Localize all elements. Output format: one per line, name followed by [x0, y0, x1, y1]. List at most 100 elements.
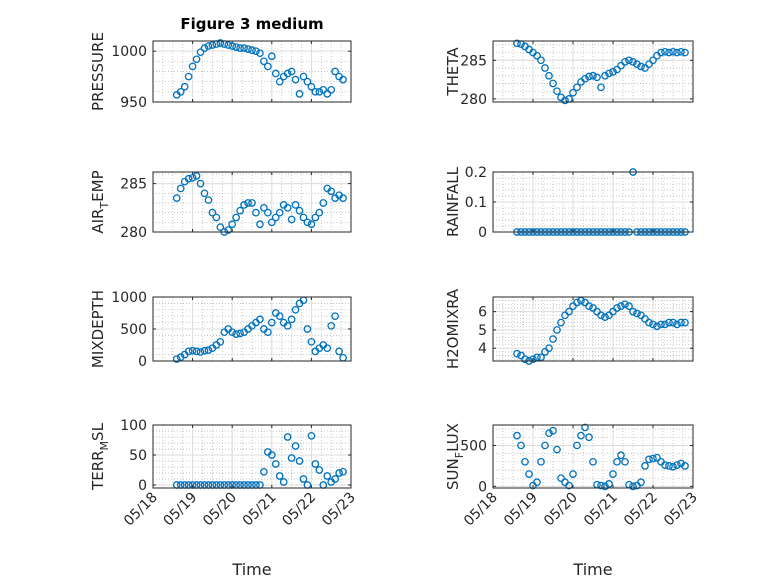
data-point	[188, 173, 197, 182]
data-point	[665, 318, 673, 327]
data-point	[597, 481, 605, 490]
data-point	[256, 220, 264, 229]
data-point	[617, 302, 625, 310]
y-tick-label: 100	[120, 418, 147, 434]
data-point	[204, 346, 213, 354]
data-point	[172, 355, 181, 363]
data-point	[307, 82, 316, 91]
data-point	[637, 478, 645, 487]
data-point	[573, 298, 581, 307]
data-point	[283, 203, 292, 212]
data-point	[593, 73, 601, 82]
data-point	[267, 218, 276, 227]
data-point	[271, 213, 280, 222]
data-point	[200, 44, 209, 52]
data-point	[565, 307, 573, 316]
y-tick-label: 6	[478, 305, 487, 321]
data-point	[661, 320, 669, 329]
data-point	[537, 457, 545, 466]
data-point	[533, 51, 541, 60]
data-point	[673, 461, 681, 469]
data-point	[216, 39, 225, 47]
data-point	[256, 315, 264, 324]
data-point	[625, 56, 633, 65]
y-axis-label: SUNFLUX	[444, 423, 466, 490]
y-axis-label: AIRTEMP	[89, 170, 111, 233]
data-point	[208, 208, 217, 217]
data-point	[513, 39, 521, 48]
y-label-rest: SL	[89, 422, 107, 441]
y-tick-label: 285	[120, 177, 147, 193]
data-point	[287, 315, 296, 324]
data-point	[513, 349, 521, 358]
y-label-main: RAINFALL	[444, 166, 462, 237]
axes-box	[492, 40, 694, 103]
data-point	[216, 337, 225, 346]
data-point	[669, 318, 677, 327]
data-point	[665, 462, 673, 470]
data-point	[681, 462, 689, 470]
data-point	[661, 47, 669, 56]
data-point	[661, 461, 669, 469]
data-point	[597, 311, 605, 320]
data-point	[641, 462, 649, 470]
data-point	[557, 474, 565, 483]
data-point	[216, 223, 225, 232]
data-point	[184, 72, 193, 81]
data-point	[263, 62, 272, 71]
data-point	[323, 472, 332, 480]
data-point	[641, 64, 649, 72]
data-point	[521, 355, 529, 364]
y-tick-label: 4	[478, 341, 487, 357]
data-point	[256, 49, 264, 58]
x-tick-label: 05/20	[541, 490, 581, 530]
data-point	[657, 320, 665, 329]
y-tick-label: 1000	[111, 290, 147, 306]
data-point	[299, 213, 308, 222]
data-point	[645, 455, 653, 464]
y-label-main: MIXDEPTH	[89, 290, 107, 368]
axes-box	[492, 171, 694, 233]
data-point	[283, 433, 292, 441]
data-point	[525, 470, 533, 478]
data-point	[240, 201, 248, 209]
data-point	[613, 457, 621, 466]
data-point	[601, 313, 609, 321]
data-point	[533, 478, 541, 487]
data-point	[252, 208, 260, 217]
data-point	[252, 47, 260, 56]
data-point	[605, 311, 613, 320]
data-point	[621, 457, 629, 466]
y-axis-label: THETA	[444, 47, 462, 97]
y-label-subscript: F	[453, 452, 466, 458]
data-point	[677, 47, 685, 56]
data-point	[188, 346, 197, 355]
data-point	[645, 318, 653, 327]
data-point	[263, 328, 272, 337]
axes-box	[152, 296, 352, 362]
data-point	[307, 431, 316, 440]
data-point	[232, 330, 241, 338]
data-point	[653, 322, 661, 331]
x-tick-label: 05/19	[501, 490, 541, 530]
data-point	[192, 55, 201, 64]
data-point	[271, 460, 280, 468]
data-point	[311, 213, 320, 222]
data-point	[645, 60, 653, 69]
data-point	[617, 61, 625, 70]
data-point	[339, 194, 347, 202]
data-point	[260, 57, 268, 66]
y-tick-label: 0.2	[465, 165, 487, 181]
y-tick-label: 285	[460, 53, 487, 69]
data-point	[573, 83, 581, 92]
data-point	[248, 199, 256, 207]
data-point	[565, 481, 573, 490]
data-point	[569, 470, 577, 478]
data-point	[331, 312, 340, 321]
y-label-main: H2OMIXRA	[444, 288, 462, 369]
y-label-rest: LUX	[444, 423, 462, 452]
x-tick-label: 05/21	[581, 490, 621, 530]
data-point	[549, 335, 557, 343]
